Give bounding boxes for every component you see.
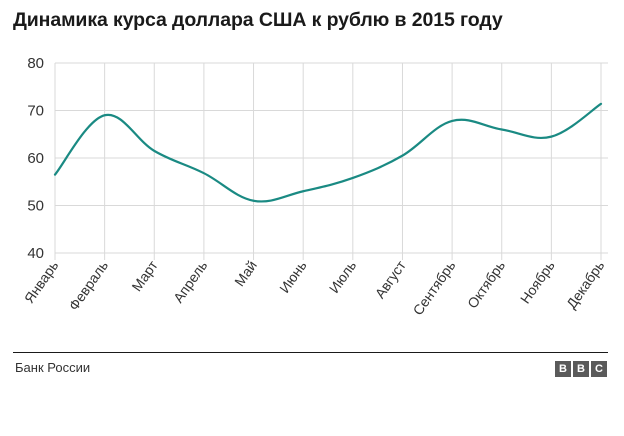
- x-tick-label: Февраль: [65, 258, 111, 314]
- x-tick-label: Сентябрь: [409, 258, 458, 319]
- horizontal-gridlines: [55, 62, 608, 254]
- footer-divider: [13, 352, 608, 353]
- bbc-logo-letter: C: [591, 361, 607, 377]
- x-tick-label: Март: [128, 257, 161, 294]
- y-tick-label: 60: [27, 150, 44, 167]
- x-tick-label: Январь: [21, 258, 62, 306]
- series-lines: [53, 102, 603, 203]
- x-axis-tick-labels: Январь Февраль Март Апрель Май Июнь Июль Август…: [21, 257, 608, 318]
- bbc-logo: B B C: [555, 361, 607, 377]
- y-tick-label: 80: [27, 55, 44, 72]
- bbc-logo-letter: B: [555, 361, 571, 377]
- x-tick-label: Июль: [326, 258, 360, 296]
- x-tick-label: Апрель: [170, 258, 210, 306]
- x-tick-label: Декабрь: [563, 258, 607, 312]
- x-tick-label: Ноябрь: [517, 258, 558, 307]
- source-label: Банк России: [15, 360, 91, 375]
- bbc-logo-letter: B: [573, 361, 589, 377]
- x-tick-label: Май: [231, 258, 260, 290]
- chart-title: Динамика курса доллара США к рублю в 201…: [13, 9, 503, 31]
- y-tick-label: 50: [27, 198, 44, 215]
- y-tick-label: 70: [27, 103, 44, 120]
- x-tick-label: Октябрь: [464, 258, 508, 312]
- x-tick-label: Июнь: [276, 258, 310, 296]
- y-axis-tick-labels: 40 50 60 70 80: [27, 55, 44, 262]
- x-tick-label: Август: [372, 257, 410, 301]
- y-tick-label: 40: [27, 245, 44, 262]
- series-line: [53, 102, 603, 203]
- vertical-gridlines: [54, 63, 602, 260]
- line-chart: 40 50 60 70 80 Январь Февраль Март Апрель Май Июн…: [21, 55, 608, 318]
